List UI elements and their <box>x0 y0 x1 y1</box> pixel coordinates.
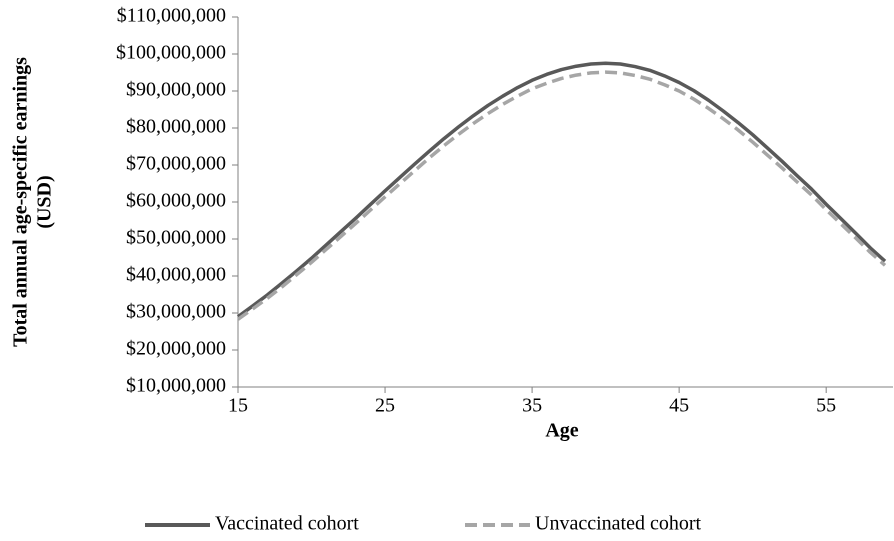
y-tick-label: $40,000,000 <box>126 264 226 286</box>
y-axis-label: Total annual age-specific earnings (USD) <box>10 57 56 347</box>
y-tick-label: $70,000,000 <box>126 153 226 175</box>
x-tick-label: 15 <box>228 395 248 417</box>
y-tick-label: $80,000,000 <box>126 116 226 138</box>
y-axis-label-line: (USD) <box>34 175 56 228</box>
y-tick-label: $60,000,000 <box>126 190 226 212</box>
y-tick-label: $90,000,000 <box>126 79 226 101</box>
y-tick-label: $100,000,000 <box>116 42 226 64</box>
series-line <box>236 70 887 321</box>
y-tick-label: $20,000,000 <box>126 338 226 360</box>
y-tick-label: $10,000,000 <box>126 375 226 397</box>
y-axis-label-line: Total annual age-specific earnings <box>10 57 32 347</box>
legend-label: Vaccinated cohort <box>215 513 359 535</box>
legend-label: Unvaccinated cohort <box>535 513 701 535</box>
x-tick-label: 25 <box>375 395 395 417</box>
x-tick-label: 45 <box>669 395 689 417</box>
x-tick-label: 55 <box>816 395 836 417</box>
y-tick-label: $30,000,000 <box>126 301 226 323</box>
y-tick-label: $110,000,000 <box>117 5 226 27</box>
x-tick-label: 35 <box>522 395 542 417</box>
series-line <box>236 61 887 319</box>
x-axis-label: Age <box>545 420 578 442</box>
y-tick-label: $50,000,000 <box>126 227 226 249</box>
